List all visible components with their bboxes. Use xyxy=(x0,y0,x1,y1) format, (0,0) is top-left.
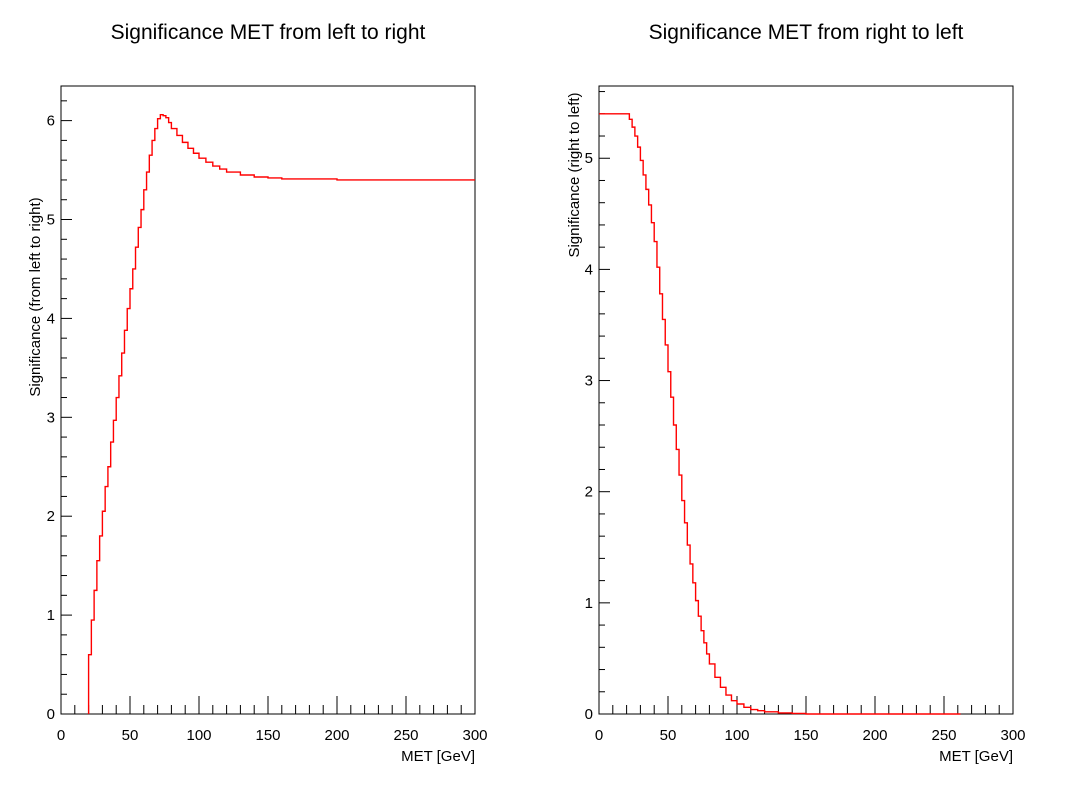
chart-left-title: Significance MET from left to right xyxy=(111,21,426,44)
chart-left-xlabel: MET [GeV] xyxy=(401,748,475,765)
chart-right-frame xyxy=(598,85,1014,715)
chart-left-ylabel: Significance (from left to right) xyxy=(27,197,44,396)
chart-right-series-line xyxy=(599,113,961,715)
chart-right-xlabel: MET [GeV] xyxy=(939,748,1013,765)
chart-left-ticks: 0 50 100 150 200 250 300 0 1 2 3 4 5 6 xyxy=(47,100,488,744)
x-tick-label: 150 xyxy=(793,727,818,744)
chart-right-title: Significance MET from right to left xyxy=(649,21,964,44)
y-tick-label: 3 xyxy=(585,373,593,390)
chart-right-ylabel: Significance (right to left) xyxy=(566,92,583,257)
chart-right-ticks: 0 50 100 150 200 250 300 0 1 2 3 4 5 xyxy=(585,91,1026,744)
x-tick-label: 150 xyxy=(255,727,280,744)
y-tick-label: 5 xyxy=(585,150,593,167)
y-tick-label: 1 xyxy=(585,595,593,612)
x-tick-label: 200 xyxy=(324,727,349,744)
y-tick-label: 5 xyxy=(47,212,55,229)
x-tick-label: 300 xyxy=(462,727,487,744)
x-tick-label: 100 xyxy=(724,727,749,744)
x-tick-label: 300 xyxy=(1000,727,1025,744)
y-tick-label: 6 xyxy=(47,113,55,130)
x-tick-label: 50 xyxy=(660,727,677,744)
y-tick-label: 2 xyxy=(585,484,593,501)
y-tick-label: 3 xyxy=(47,409,55,426)
x-tick-label: 0 xyxy=(57,727,65,744)
y-tick-label: 0 xyxy=(585,706,593,723)
y-tick-label: 2 xyxy=(47,508,55,525)
x-tick-label: 100 xyxy=(186,727,211,744)
y-tick-label: 1 xyxy=(47,607,55,624)
x-tick-label: 50 xyxy=(122,727,139,744)
x-tick-label: 0 xyxy=(595,727,603,744)
y-tick-label: 4 xyxy=(47,310,55,327)
chart-right: Significance MET from right to left 0 50 1… xyxy=(566,21,1026,765)
chart-left: Significance MET from left to right 0 50 1… xyxy=(27,21,488,765)
x-tick-label: 200 xyxy=(862,727,887,744)
x-tick-label: 250 xyxy=(393,727,418,744)
x-tick-label: 250 xyxy=(931,727,956,744)
chart-left-series-line xyxy=(87,113,475,714)
y-tick-label: 4 xyxy=(585,261,593,278)
y-tick-label: 0 xyxy=(47,706,55,723)
